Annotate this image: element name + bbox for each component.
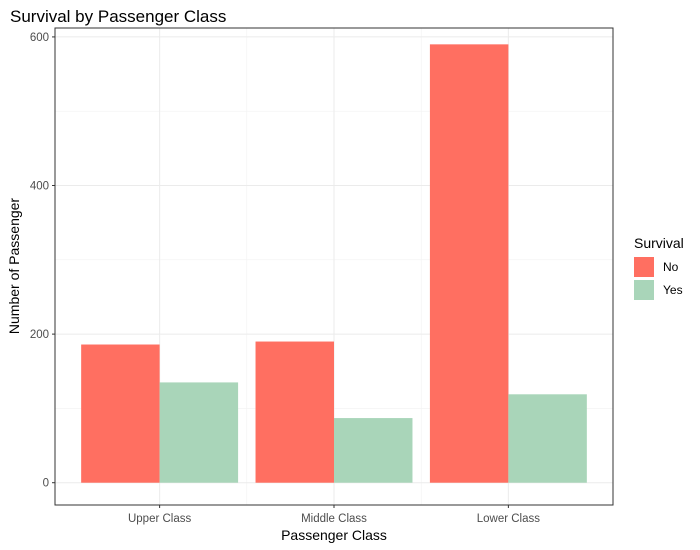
x-tick-label: Upper Class xyxy=(128,513,192,525)
legend: Survival No Yes xyxy=(634,235,684,300)
bar-yes xyxy=(508,394,587,483)
legend-key-no xyxy=(634,257,654,277)
y-tick-label: 400 xyxy=(30,181,49,193)
x-tick-label: Lower Class xyxy=(477,513,541,525)
chart-title: Survival by Passenger Class xyxy=(10,7,226,26)
bars xyxy=(81,44,587,483)
y-tick-label: 200 xyxy=(30,329,49,341)
bar-no xyxy=(81,344,160,483)
y-tick-label: 600 xyxy=(30,32,49,44)
legend-label-yes: Yes xyxy=(663,283,683,297)
legend-title: Survival xyxy=(634,235,684,251)
bar-no xyxy=(255,341,334,483)
x-tick-label: Middle Class xyxy=(301,513,367,525)
bar-no xyxy=(429,44,509,483)
x-axis-title: Passenger Class xyxy=(281,527,387,543)
y-axis: 0 200 400 600 xyxy=(30,32,55,490)
y-axis-title: Number of Passenger xyxy=(6,198,22,335)
y-tick-label: 0 xyxy=(43,478,49,490)
x-axis: Upper Class Middle Class Lower Class xyxy=(128,505,540,525)
bar-yes xyxy=(159,382,239,483)
legend-label-no: No xyxy=(663,260,679,274)
legend-key-yes xyxy=(634,280,654,300)
bar-yes xyxy=(334,418,413,483)
